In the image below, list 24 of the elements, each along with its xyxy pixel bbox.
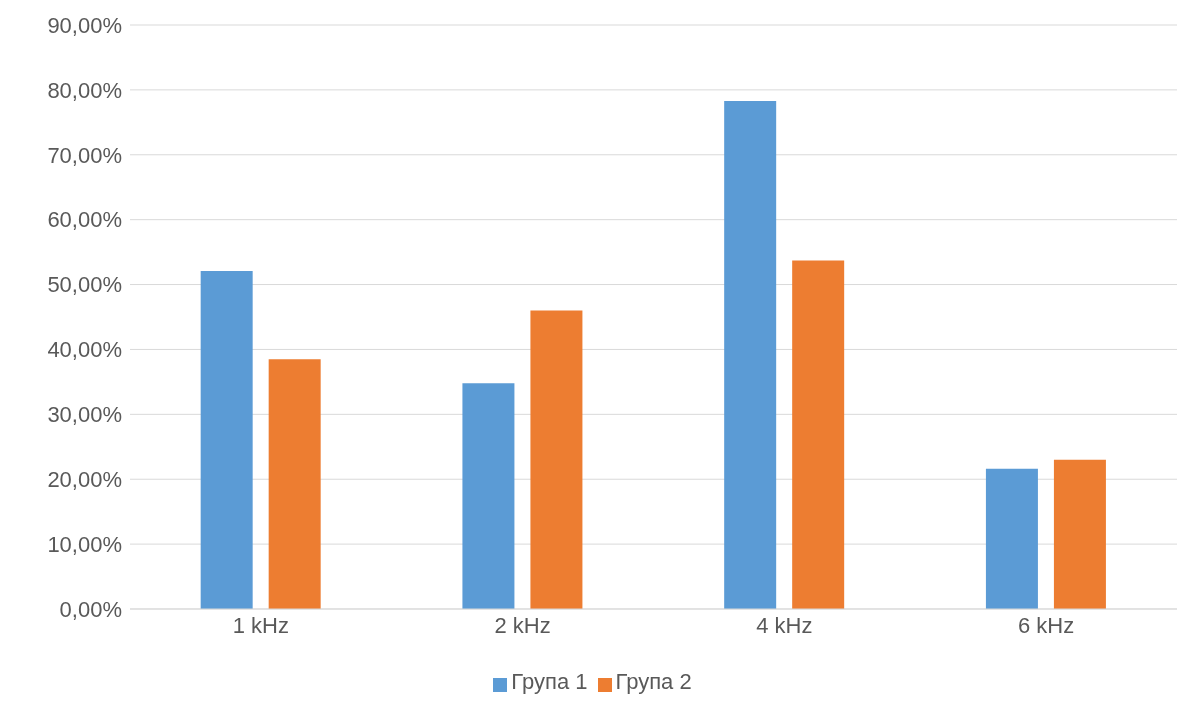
bar xyxy=(724,100,777,609)
bar xyxy=(530,310,583,609)
bar xyxy=(985,468,1038,609)
bar xyxy=(200,270,253,609)
y-tick-label: 60,00% xyxy=(47,207,122,233)
y-tick-label: 10,00% xyxy=(47,531,122,557)
x-tick-label: 1 kHz xyxy=(232,612,289,638)
x-tick-label: 4 kHz xyxy=(756,612,813,638)
y-tick-label: 90,00% xyxy=(47,12,122,38)
bar xyxy=(268,359,321,609)
x-tick-label: 2 kHz xyxy=(494,612,551,638)
legend-label: Група 1 xyxy=(511,669,588,694)
bar xyxy=(1053,459,1106,609)
y-tick-label: 40,00% xyxy=(47,337,122,363)
y-tick-label: 30,00% xyxy=(47,402,122,428)
y-tick-label: 20,00% xyxy=(47,467,122,493)
y-tick-label: 80,00% xyxy=(47,77,122,103)
x-tick-label: 6 kHz xyxy=(1018,612,1075,638)
bar xyxy=(462,383,515,609)
legend-label: Група 2 xyxy=(615,669,692,694)
y-tick-label: 70,00% xyxy=(47,142,122,168)
bar xyxy=(792,260,845,609)
y-tick-label: 0,00% xyxy=(59,596,122,622)
y-tick-label: 50,00% xyxy=(47,272,122,298)
